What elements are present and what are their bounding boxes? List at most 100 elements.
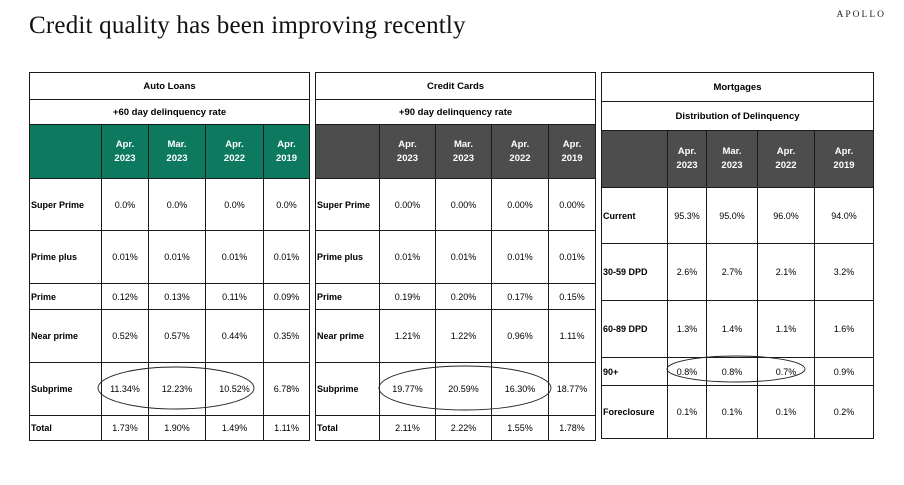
row-label: Subprime — [315, 362, 380, 416]
row-label: Foreclosure — [601, 385, 668, 439]
cell-value: 0.1% — [706, 385, 758, 439]
cell-value: 0.01% — [262, 230, 311, 284]
cell-value: 0.01% — [148, 230, 206, 284]
table-title: Mortgages — [601, 72, 874, 102]
column-header: Apr. 2023 — [667, 130, 707, 188]
cell-value: 95.0% — [706, 187, 758, 244]
table-row: Super Prime 0.00% 0.00% 0.00% 0.00% — [315, 178, 597, 231]
cell-value: 1.3% — [667, 300, 707, 358]
cell-value: 0.11% — [205, 283, 264, 310]
credit-cards-table: Credit Cards +90 day delinquency rate Ap… — [314, 72, 597, 441]
cell-value: 1.11% — [547, 309, 597, 363]
cell-value: 0.01% — [491, 230, 549, 284]
column-header: Apr. 2019 — [547, 124, 597, 179]
table-row: Super Prime 0.0% 0.0% 0.0% 0.0% — [29, 178, 311, 231]
table-row: Foreclosure 0.1% 0.1% 0.1% 0.2% — [601, 385, 874, 439]
auto-loans-table: Auto Loans +60 day delinquency rate Apr.… — [28, 72, 311, 441]
header-corner-cell — [601, 130, 668, 188]
cell-value: 2.22% — [435, 415, 492, 441]
cell-value: 0.1% — [757, 385, 815, 439]
table-row: Prime 0.19% 0.20% 0.17% 0.15% — [315, 283, 597, 310]
cell-value: 1.55% — [491, 415, 549, 441]
column-header: Apr. 2019 — [814, 130, 874, 188]
cell-value: 12.23% — [148, 362, 206, 416]
cell-value: 6.78% — [262, 362, 311, 416]
column-header: Apr. 2022 — [757, 130, 815, 188]
table-title: Auto Loans — [28, 72, 311, 100]
cell-value: 0.01% — [547, 230, 597, 284]
cell-value: 0.57% — [148, 309, 206, 363]
row-label: Super Prime — [29, 178, 102, 231]
row-label: Subprime — [29, 362, 102, 416]
column-header: Apr. 2023 — [101, 124, 149, 179]
table-row: Total 1.73% 1.90% 1.49% 1.11% — [29, 415, 311, 441]
cell-value: 94.0% — [814, 187, 874, 244]
row-label: Prime plus — [29, 230, 102, 284]
cell-value: 1.90% — [148, 415, 206, 441]
mortgages-table: Mortgages Distribution of Delinquency Ap… — [601, 72, 874, 439]
table-row: Current 95.3% 95.0% 96.0% 94.0% — [601, 187, 874, 244]
cell-value: 0.00% — [491, 178, 549, 231]
table-row: Prime plus 0.01% 0.01% 0.01% 0.01% — [29, 230, 311, 284]
table-row: Near prime 1.21% 1.22% 0.96% 1.11% — [315, 309, 597, 363]
brand-logo-text: APOLLO — [836, 10, 886, 20]
cell-value: 0.1% — [667, 385, 707, 439]
cell-value: 0.0% — [148, 178, 206, 231]
cell-value: 0.0% — [262, 178, 311, 231]
column-header: Apr. 2022 — [491, 124, 549, 179]
table-row: Near prime 0.52% 0.57% 0.44% 0.35% — [29, 309, 311, 363]
row-label: Prime plus — [315, 230, 380, 284]
table-subtitle: Distribution of Delinquency — [601, 101, 874, 131]
cell-value: 1.4% — [706, 300, 758, 358]
cell-value: 3.2% — [814, 243, 874, 301]
cell-value: 0.01% — [435, 230, 492, 284]
cell-value: 0.0% — [205, 178, 264, 231]
row-label: Current — [601, 187, 668, 244]
cell-value: 0.13% — [148, 283, 206, 310]
cell-value: 0.44% — [205, 309, 264, 363]
cell-value: 1.73% — [101, 415, 149, 441]
row-label: Prime — [315, 283, 380, 310]
table-row: Prime 0.12% 0.13% 0.11% 0.09% — [29, 283, 311, 310]
cell-value: 1.78% — [547, 415, 597, 441]
row-label: 30-59 DPD — [601, 243, 668, 301]
cell-value: 2.7% — [706, 243, 758, 301]
cell-value: 19.77% — [379, 362, 436, 416]
cell-value: 1.21% — [379, 309, 436, 363]
cell-value: 0.12% — [101, 283, 149, 310]
cell-value: 0.2% — [814, 385, 874, 439]
page-title: Credit quality has been improving recent… — [29, 12, 466, 39]
column-header: Mar. 2023 — [706, 130, 758, 188]
row-label: 60-89 DPD — [601, 300, 668, 358]
table-row: Prime plus 0.01% 0.01% 0.01% 0.01% — [315, 230, 597, 284]
row-label: Near prime — [29, 309, 102, 363]
cell-value: 0.01% — [379, 230, 436, 284]
cell-value: 2.11% — [379, 415, 436, 441]
cell-value: 0.35% — [262, 309, 311, 363]
cell-value: 2.6% — [667, 243, 707, 301]
table-title: Credit Cards — [314, 72, 597, 100]
cell-value: 0.15% — [547, 283, 597, 310]
cell-value: 1.49% — [205, 415, 264, 441]
cell-value: 16.30% — [491, 362, 549, 416]
row-label: Super Prime — [315, 178, 380, 231]
cell-value: 10.52% — [205, 362, 264, 416]
cell-value: 0.0% — [101, 178, 149, 231]
table-row: 90+ 0.8% 0.8% 0.7% 0.9% — [601, 357, 874, 386]
cell-value: 0.8% — [706, 357, 758, 386]
column-header: Apr. 2023 — [379, 124, 436, 179]
column-header: Apr. 2022 — [205, 124, 264, 179]
table-row: Subprime 19.77% 20.59% 16.30% 18.77% — [315, 362, 597, 416]
cell-value: 0.7% — [757, 357, 815, 386]
cell-value: 20.59% — [435, 362, 492, 416]
row-label: Near prime — [315, 309, 380, 363]
cell-value: 0.52% — [101, 309, 149, 363]
cell-value: 0.20% — [435, 283, 492, 310]
cell-value: 0.00% — [379, 178, 436, 231]
header-corner-cell — [315, 124, 380, 179]
cell-value: 18.77% — [547, 362, 597, 416]
cell-value: 0.19% — [379, 283, 436, 310]
cell-value: 1.11% — [262, 415, 311, 441]
cell-value: 96.0% — [757, 187, 815, 244]
cell-value: 0.96% — [491, 309, 549, 363]
